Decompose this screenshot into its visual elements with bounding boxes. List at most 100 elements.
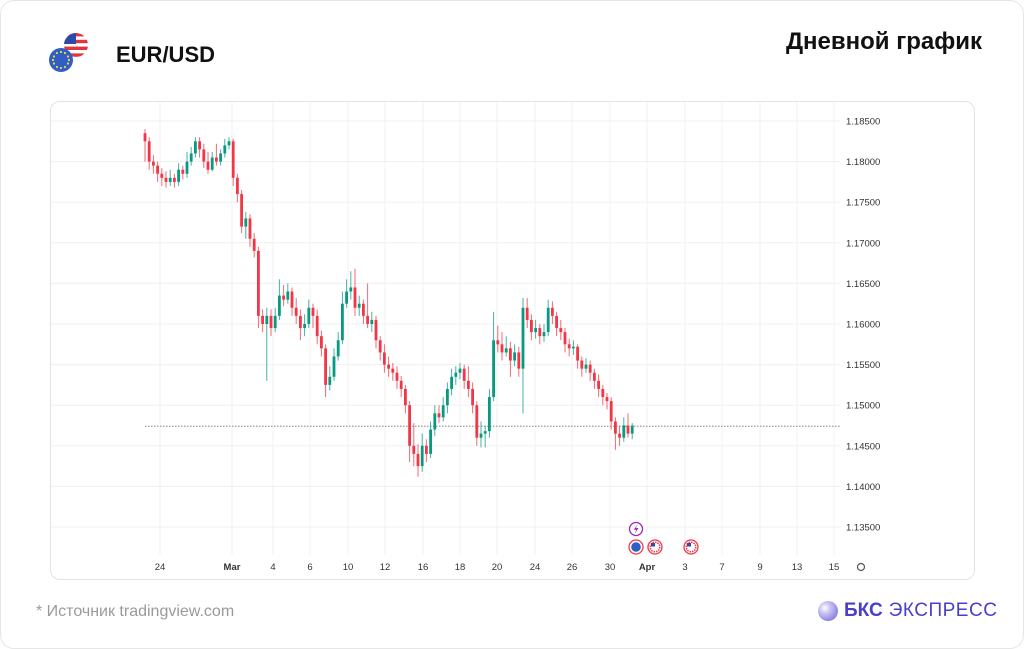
candle-body	[374, 319, 378, 341]
candle-body	[546, 307, 550, 333]
candle-body	[551, 307, 554, 316]
candle-body	[307, 307, 311, 324]
candle-body	[152, 161, 155, 166]
candle-body	[538, 328, 542, 337]
candle-body	[173, 177, 176, 182]
y-tick-label: 1.17000	[846, 238, 880, 249]
lightning-glyph-icon	[633, 524, 639, 534]
candle-body	[257, 250, 260, 316]
candle-body	[555, 315, 558, 329]
candle-body	[177, 169, 180, 182]
candle-body	[559, 328, 563, 333]
candle-body	[614, 421, 617, 434]
candle-body	[622, 425, 626, 438]
candle-body	[433, 413, 437, 430]
x-tick-label: 15	[829, 562, 840, 573]
candle-body	[601, 388, 605, 398]
candle-body	[496, 340, 500, 345]
candle-body	[223, 145, 227, 154]
candle-body	[265, 315, 269, 324]
candle-body	[387, 364, 390, 369]
candle-body	[584, 364, 588, 369]
x-tick-label: 7	[719, 562, 724, 573]
x-tick-label: 18	[455, 562, 466, 573]
candle-body	[210, 157, 214, 170]
settings-icon[interactable]	[856, 562, 866, 572]
candle-body	[521, 307, 525, 369]
candle-body	[626, 425, 630, 434]
y-tick-label: 1.18500	[846, 117, 880, 128]
candle-body	[303, 324, 306, 329]
candle-body	[525, 307, 529, 320]
candle-body	[164, 177, 168, 182]
candle-body	[534, 328, 537, 333]
candle-body	[252, 238, 256, 251]
candle-body	[336, 340, 340, 357]
candle-body	[282, 295, 285, 300]
candle-body	[517, 352, 521, 369]
candle-body	[273, 315, 277, 329]
candle-body	[341, 303, 344, 341]
candle-body	[248, 218, 252, 239]
candle-body	[483, 431, 487, 434]
candle-body	[454, 372, 458, 377]
candle-body	[370, 319, 374, 324]
candle-body	[240, 194, 243, 227]
y-tick-label: 1.13500	[846, 523, 880, 534]
candle-body	[261, 315, 264, 324]
candle-body	[194, 141, 197, 154]
y-tick-label: 1.17500	[846, 198, 880, 209]
usd-flag-canton-icon	[687, 543, 691, 547]
x-tick-label: 4	[270, 562, 275, 573]
candle-body	[588, 364, 592, 373]
candle-body	[244, 218, 248, 227]
candle-body	[215, 157, 218, 162]
y-tick-label: 1.16500	[846, 279, 880, 290]
candle-body	[399, 380, 403, 389]
candle-body	[185, 161, 189, 174]
candle-body	[202, 149, 206, 162]
candle-body	[332, 356, 336, 377]
x-tick-label: 20	[492, 562, 503, 573]
candle-body	[357, 303, 361, 308]
bks-express-logo: БКС ЭКСПРЕСС	[818, 600, 997, 622]
candle-body	[366, 315, 369, 324]
candle-body	[143, 133, 147, 142]
candle-body	[278, 295, 281, 316]
candle-body	[425, 445, 428, 454]
candle-body	[378, 340, 382, 353]
candle-body	[395, 372, 399, 381]
candle-body	[156, 165, 159, 174]
x-tick-label: 10	[343, 562, 354, 573]
candle-body	[609, 401, 613, 422]
candle-body	[593, 372, 596, 381]
candle-body	[181, 169, 185, 174]
candle-body	[416, 453, 420, 467]
candle-body	[198, 141, 201, 150]
candle-body	[429, 429, 432, 454]
usd-flag-canton-icon	[651, 543, 655, 547]
candle-body	[290, 291, 294, 308]
source-note: * Источник tradingview.com	[36, 603, 235, 620]
candle-body	[345, 291, 348, 304]
x-tick-label: 16	[418, 562, 429, 573]
candle-body	[576, 346, 579, 361]
x-tick-label: 13	[792, 562, 803, 573]
candle-body	[315, 315, 319, 337]
candle-body	[206, 161, 210, 170]
candle-body	[467, 380, 470, 389]
candle-body	[294, 307, 298, 316]
candle-body	[311, 307, 315, 316]
candle-body	[408, 405, 411, 446]
candle-body	[630, 425, 634, 434]
x-tick-label: 9	[757, 562, 762, 573]
candle-body	[441, 405, 445, 418]
candle-body	[572, 346, 575, 349]
candle-body	[492, 340, 495, 398]
candle-body	[383, 352, 386, 365]
candle-body	[391, 368, 395, 373]
candle-body	[189, 153, 193, 162]
candle-body	[286, 291, 290, 300]
candle-body	[500, 344, 504, 353]
